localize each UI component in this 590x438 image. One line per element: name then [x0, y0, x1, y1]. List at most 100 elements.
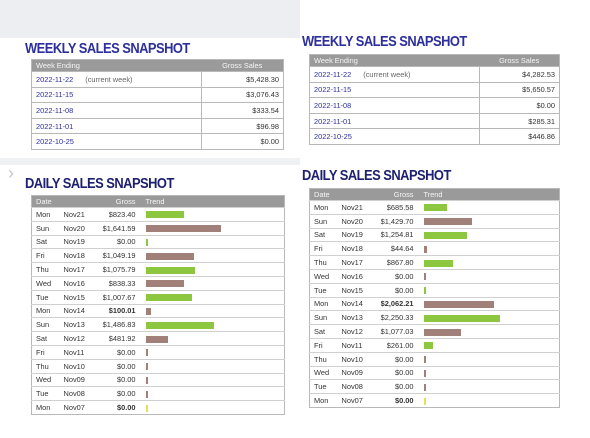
trend-cell — [141, 275, 285, 291]
day-cell: Mon — [309, 296, 338, 311]
trend-cell — [141, 317, 285, 332]
trend-cell — [141, 234, 285, 249]
day-cell: Sun — [31, 220, 60, 236]
trend-bar — [423, 218, 472, 226]
daily-title-left: DAILY SALES SNAPSHOT — [25, 175, 174, 192]
week-date-link[interactable]: 2022-11-15 — [314, 85, 352, 95]
day-cell: Thu — [31, 262, 60, 277]
current-week-label: (current week) — [363, 69, 411, 79]
weekly-title-left: WEEKLY SALES SNAPSHOT — [25, 40, 190, 57]
day-cell: Mon — [31, 400, 60, 415]
table-row: Mon Nov21 $823.40 — [31, 207, 285, 222]
week-date-link[interactable]: 2022-11-08 — [36, 105, 74, 115]
daily-table-right: Date Gross Trend Mon Nov21 $685.58 Sun Nov20… — [309, 188, 560, 408]
trend-cell — [419, 296, 560, 311]
trend-bar — [145, 239, 148, 247]
date-cell: Nov17 — [337, 255, 372, 270]
day-cell: Wed — [309, 365, 338, 380]
gross-sales-cell: $3,076.43 — [201, 86, 284, 103]
date-cell: Nov15 — [337, 282, 372, 298]
table-row: Wed Nov16 $0.00 — [309, 268, 560, 284]
trend-cell — [419, 241, 560, 256]
week-date-link[interactable]: 2022-11-01 — [36, 121, 74, 131]
date-cell: Nov20 — [337, 213, 372, 229]
date-cell: Nov12 — [337, 324, 372, 339]
gross-cell: $2,250.33 — [371, 310, 420, 325]
week-date-link[interactable]: 2022-11-22 — [36, 74, 74, 84]
day-cell: Mon — [31, 303, 60, 318]
col-header-gross-sales: Gross Sales — [201, 59, 284, 72]
trend-cell — [141, 344, 285, 360]
gross-cell: $1,641.59 — [93, 220, 142, 236]
day-cell: Thu — [31, 358, 60, 374]
week-date-link[interactable]: 2022-10-25 — [36, 137, 74, 147]
trend-bar — [423, 397, 426, 405]
date-cell: Nov09 — [59, 372, 94, 387]
week-ending-cell: 2022-11-08 — [309, 97, 480, 114]
week-date-link[interactable]: 2022-10-25 — [314, 132, 352, 142]
day-cell: Sun — [31, 317, 60, 332]
trend-cell — [141, 372, 285, 387]
trend-cell — [141, 248, 285, 263]
table-row: Thu Nov17 $1,075.79 — [31, 262, 285, 277]
date-cell: Nov11 — [337, 337, 372, 353]
week-date-link[interactable]: 2022-11-01 — [314, 116, 352, 126]
date-cell: Nov16 — [59, 275, 94, 291]
gross-sales-cell: $5,428.30 — [201, 71, 284, 88]
date-cell: Nov16 — [337, 268, 372, 284]
date-cell: Nov08 — [337, 379, 372, 394]
trend-cell — [419, 365, 560, 380]
date-cell: Nov12 — [59, 331, 94, 346]
day-cell: Sat — [309, 227, 338, 242]
date-cell: Nov15 — [59, 289, 94, 305]
table-row: Wed Nov16 $838.33 — [31, 275, 285, 291]
trend-bar — [423, 314, 500, 322]
table-row: Thu Nov10 $0.00 — [309, 351, 560, 367]
gross-cell: $2,062.21 — [371, 296, 420, 311]
table-row: Tue Nov08 $0.00 — [31, 386, 285, 401]
gross-cell: $1,077.03 — [371, 324, 420, 339]
date-cell: Nov09 — [337, 365, 372, 380]
trend-cell — [141, 400, 285, 415]
table-row: 2022-10-25 $0.00 — [31, 133, 284, 150]
date-cell: Nov19 — [59, 234, 94, 249]
trend-bar — [145, 280, 184, 288]
day-cell: Sat — [309, 324, 338, 339]
table-row: 2022-11-08 $333.54 — [31, 102, 284, 119]
table-row: Fri Nov18 $1,049.19 — [31, 248, 285, 263]
day-cell: Sun — [309, 310, 338, 325]
gross-cell: $685.58 — [371, 200, 420, 215]
table-row: Sat Nov19 $1,254.81 — [309, 227, 560, 242]
gross-sales-cell: $285.31 — [479, 112, 560, 129]
gross-sales-cell: $0.00 — [479, 97, 560, 114]
trend-bar — [145, 390, 148, 398]
date-cell: Nov21 — [59, 207, 94, 222]
gross-sales-cell: $96.98 — [201, 117, 284, 134]
week-ending-cell: 2022-11-01 — [309, 112, 480, 129]
week-date-link[interactable]: 2022-11-15 — [36, 90, 74, 100]
trend-bar — [145, 335, 168, 343]
day-cell: Tue — [309, 282, 338, 298]
week-date-link[interactable]: 2022-11-22 — [314, 69, 352, 79]
gross-cell: $1,049.19 — [93, 248, 142, 263]
gross-cell: $0.00 — [93, 358, 142, 374]
trend-bar — [145, 211, 184, 219]
table-row: Fri Nov11 $0.00 — [31, 344, 285, 360]
trend-bar — [423, 370, 426, 377]
col-header-trend: Trend — [419, 188, 560, 201]
weekly-table-left: Week Ending Gross Sales 2022-11-22 (curre… — [31, 59, 284, 150]
trend-bar — [423, 204, 447, 212]
week-ending-cell: 2022-10-25 — [309, 128, 480, 145]
date-cell: Nov19 — [337, 227, 372, 242]
table-row: 2022-11-22 (current week) $4,282.53 — [309, 66, 560, 83]
table-row: 2022-11-22 (current week) $5,428.30 — [31, 71, 284, 88]
trend-bar — [423, 245, 427, 253]
gross-cell: $1,007.67 — [93, 289, 142, 305]
day-cell: Wed — [309, 268, 338, 284]
chevron-left-icon[interactable]: › — [8, 163, 14, 183]
weekly-table-right: Week Ending Gross Sales 2022-11-22 (curre… — [309, 54, 560, 145]
table-row: 2022-11-15 $3,076.43 — [31, 86, 284, 103]
table-row: Fri Nov11 $261.00 — [309, 337, 560, 353]
week-date-link[interactable]: 2022-11-08 — [314, 100, 352, 110]
date-cell: Nov14 — [59, 303, 94, 318]
